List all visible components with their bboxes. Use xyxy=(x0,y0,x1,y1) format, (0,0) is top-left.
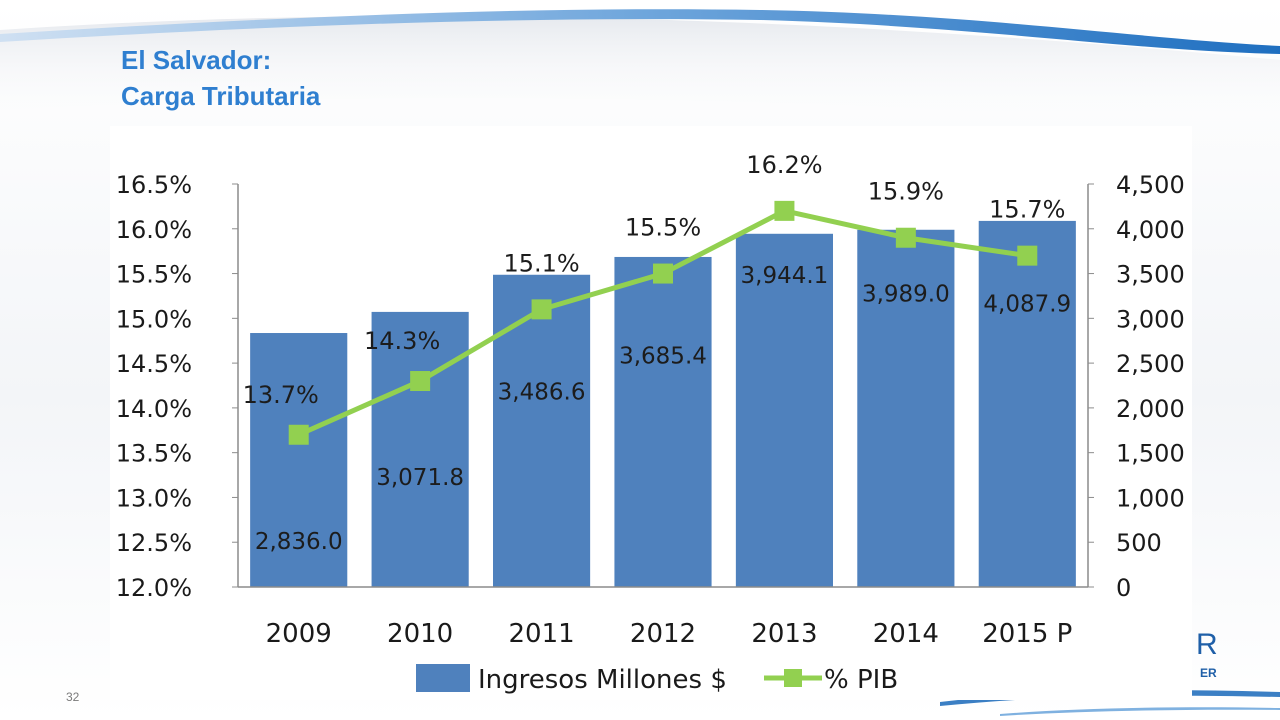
y-right-tick-label: 1,000 xyxy=(1116,484,1185,512)
legend-marker-pib xyxy=(784,669,802,687)
y-left-tick-label: 13.0% xyxy=(116,484,192,512)
y-right-tick-label: 2,000 xyxy=(1116,395,1185,423)
footer-swoosh xyxy=(940,690,1280,706)
page-number: 32 xyxy=(66,690,80,704)
y-left-tick-label: 12.0% xyxy=(116,574,192,602)
y-left-tick-label: 14.0% xyxy=(116,395,192,423)
x-tick-label: 2010 xyxy=(387,619,453,649)
header-grey-band xyxy=(0,16,1280,130)
pib-value-label: 15.1% xyxy=(503,249,579,277)
header-swoosh xyxy=(0,9,1280,54)
bar-value-label: 3,944.1 xyxy=(741,263,829,289)
logo-fragment: R ER xyxy=(1196,628,1236,684)
x-tick-label: 2013 xyxy=(751,619,817,649)
pib-marker-2013 xyxy=(774,200,795,221)
x-tick-label: 2014 xyxy=(873,619,939,649)
y-left-tick-label: 14.5% xyxy=(116,350,192,378)
bar-2013 xyxy=(735,233,833,587)
x-tick-label: 2009 xyxy=(266,619,332,649)
chart-panel: 12.0% 12.5% 13.0% 13.5% 14.0% 14.5% 15.0% 15.5%… xyxy=(110,126,1192,700)
bar-value-label: 3,989.0 xyxy=(862,282,950,308)
slide-title: El Salvador: Carga Tributaria xyxy=(121,42,320,114)
pib-marker-2009 xyxy=(288,424,309,445)
y-right-tick-label: 3,500 xyxy=(1116,261,1185,289)
combo-chart: 12.0% 12.5% 13.0% 13.5% 14.0% 14.5% 15.0% 15.5%… xyxy=(116,151,1185,695)
x-tick-label: 2011 xyxy=(508,619,574,649)
y-left-tick-label: 13.5% xyxy=(116,440,192,468)
pib-marker-2012 xyxy=(653,263,673,284)
logo-fragment-bottom: ER xyxy=(1200,666,1217,680)
y-left-tick-label: 16.5% xyxy=(116,171,192,199)
bar-value-label: 3,486.6 xyxy=(498,379,586,405)
pib-value-label: 13.7% xyxy=(243,381,319,409)
x-tick-label: 2012 xyxy=(630,619,696,649)
slide-title-line1: El Salvador: xyxy=(121,45,272,75)
y-right-tick-label: 1,500 xyxy=(1116,440,1185,468)
y-right-tick-label: 0 xyxy=(1116,574,1131,602)
y-left-tick-label: 15.0% xyxy=(116,305,192,333)
bar-value-label: 3,071.8 xyxy=(376,465,464,491)
bar-2012 xyxy=(614,256,712,587)
legend-swatch-bars xyxy=(416,664,470,692)
pib-value-label: 15.7% xyxy=(989,196,1065,224)
pib-marker-2011 xyxy=(531,299,552,320)
pib-value-label: 16.2% xyxy=(746,151,822,179)
y-right-tick-label: 2,500 xyxy=(1116,350,1185,378)
bar-2014 xyxy=(857,229,955,587)
y-left-tick-label: 12.5% xyxy=(116,529,192,557)
bar-2011 xyxy=(493,274,591,587)
x-tick-label: 2015 P xyxy=(982,619,1072,649)
bar-2010 xyxy=(371,311,469,587)
bar-value-label: 4,087.9 xyxy=(983,292,1071,318)
legend-label-pib: % PIB xyxy=(824,665,898,695)
pib-value-label: 14.3% xyxy=(364,327,440,355)
y-right-tick-label: 4,000 xyxy=(1116,216,1185,244)
bar-2015 P xyxy=(978,220,1076,587)
y-right-tick-label: 500 xyxy=(1116,529,1162,557)
y-left-tick-label: 16.0% xyxy=(116,216,192,244)
bar-value-label: 3,685.4 xyxy=(619,344,707,370)
slide-title-line2: Carga Tributaria xyxy=(121,81,321,111)
legend-label-bars: Ingresos Millones $ xyxy=(478,665,727,695)
pib-value-label: 15.9% xyxy=(868,178,944,206)
pib-marker-2010 xyxy=(410,371,431,392)
pib-value-label: 15.5% xyxy=(625,214,701,242)
bar-value-label: 2,836.0 xyxy=(255,529,343,555)
logo-fragment-top: R xyxy=(1196,628,1218,661)
y-right-tick-label: 3,000 xyxy=(1116,305,1185,333)
pib-marker-2015 P xyxy=(1017,245,1038,266)
y-right-tick-label: 4,500 xyxy=(1116,171,1185,199)
footer-swoosh-thin xyxy=(1000,707,1280,716)
pib-marker-2014 xyxy=(895,227,916,248)
y-left-tick-label: 15.5% xyxy=(116,261,192,289)
bar-2009 xyxy=(250,333,348,587)
